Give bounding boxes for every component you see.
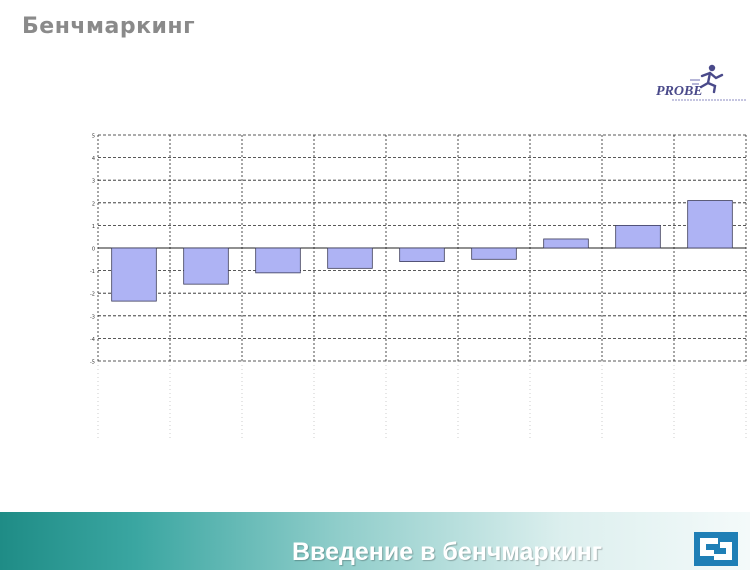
bar: [111, 247, 157, 302]
y-tick-label: 1: [92, 224, 95, 230]
bar: [471, 247, 517, 260]
runner-icon: [690, 64, 724, 94]
y-tick-label: -5: [90, 360, 95, 366]
probe-logo: PROBE: [656, 64, 746, 101]
y-tick-label: 4: [92, 156, 95, 162]
footer-band: [0, 512, 750, 570]
logo-text: PROBE: [656, 84, 703, 99]
footer-title: Введение в бенчмаркинг: [292, 538, 603, 566]
bar: [183, 247, 229, 285]
bar: [687, 200, 733, 249]
company-logo-icon: [694, 532, 738, 566]
y-tick-label: -3: [90, 314, 95, 320]
y-tick-label: 5: [92, 134, 95, 140]
bar: [399, 247, 445, 262]
y-tick-label: 3: [92, 179, 95, 185]
bar: [543, 238, 589, 249]
benchmark-bar-chart: 5 4 3 2 1 0 -1 -2 -3 -4 -5: [90, 134, 747, 441]
bar: [255, 247, 301, 274]
slide-title: Бенчмаркинг: [22, 14, 196, 39]
bar: [615, 224, 661, 249]
bar: [327, 247, 373, 269]
y-tick-label: -1: [90, 269, 95, 275]
y-tick-label: 0: [92, 247, 95, 253]
y-tick-label: 2: [92, 201, 95, 207]
y-tick-label: -4: [90, 337, 95, 343]
y-tick-label: -2: [90, 292, 95, 298]
